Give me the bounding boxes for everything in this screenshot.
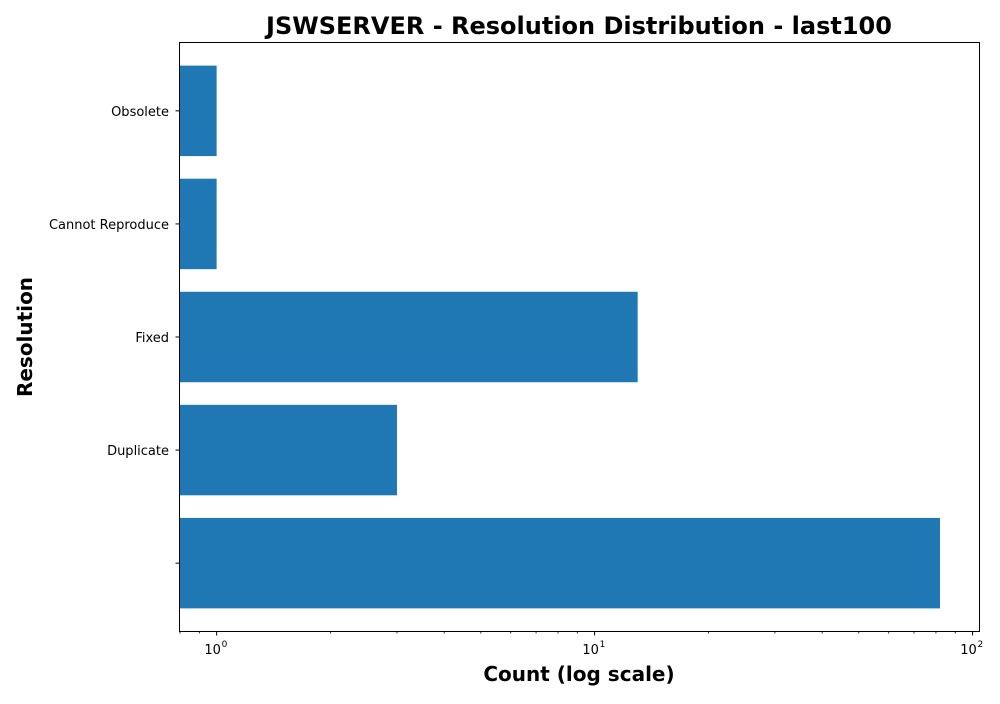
x-tick-exponent: 2 (978, 640, 984, 650)
bar-fixed (180, 291, 638, 383)
bars-layer (180, 65, 940, 609)
bar-unlabeled-0 (180, 517, 940, 609)
y-tick-label: Duplicate (107, 444, 169, 459)
y-tick-label: Fixed (135, 331, 169, 346)
bar-duplicate (180, 404, 397, 496)
x-axis: 10 0 10 1 10 2 (179, 631, 984, 658)
y-tick-label: Obsolete (111, 105, 169, 120)
chart-title: JSWSERVER - Resolution Distribution - la… (264, 12, 892, 40)
x-tick-exponent: 1 (600, 640, 606, 650)
x-tick-label: 10 (582, 643, 599, 658)
x-tick-exponent: 0 (222, 640, 228, 650)
bar-cannot-reproduce (180, 178, 217, 270)
x-axis-label: Count (log scale) (483, 662, 674, 686)
y-tick-label: Cannot Reproduce (49, 218, 169, 233)
y-axis: Duplicate Fixed Cannot Reproduce Obsolete (49, 105, 180, 564)
x-tick-label: 10 (204, 643, 221, 658)
y-axis-label: Resolution (13, 277, 37, 397)
bar-obsolete (180, 65, 217, 157)
x-tick-label: 10 (960, 643, 977, 658)
